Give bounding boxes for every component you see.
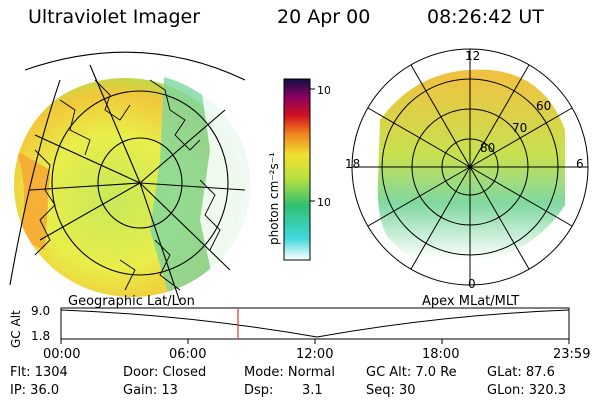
alt-ylabel: GC Alt [9,310,23,348]
alt-xtick-2359: 23:59 [553,347,590,362]
mlt-label-0: 0 [468,277,476,291]
lat-label-80: 80 [480,141,495,155]
seq-value: Seq: 30 [366,383,416,398]
altitude-plot-frame [60,307,570,340]
alt-ytick-low: 1.8 [31,329,50,343]
mlt-label-6: 6 [576,157,584,171]
apex-label: Apex MLat/MLT [422,294,520,309]
lat-label-70: 70 [512,121,527,135]
apex-polar-plot: 12 18 6 0 60 70 80 [345,48,589,291]
apex-grid [351,48,589,286]
observation-time: 08:26:42 UT [427,6,544,28]
page-title: Ultraviolet Imager [28,6,201,28]
colorbar-tick-100: 100 [317,196,330,209]
alt-ytick-high: 9.0 [31,304,50,318]
flt-value: Flt: 1304 [10,365,68,380]
ip-value: IP: 36.0 [10,383,60,398]
glon-value: GLon: 320.3 [487,383,567,398]
dsp-label: Dsp: [244,383,274,398]
color-scale-bar: 1000 100 photon cm⁻²s⁻¹ [267,78,330,261]
altitude-plot: 9.0 1.8 GC Alt 00:00 06:00 12:00 18:00 2… [9,304,590,362]
dsp-value: 3.1 [302,383,323,398]
geographic-image-panel [9,51,250,302]
alt-xtick-1800: 18:00 [422,347,459,362]
glat-value: GLat: 87.6 [487,365,555,380]
lat-label-60: 60 [536,99,551,113]
alt-xtick-1200: 12:00 [296,347,333,362]
mode-value: Mode: Normal [244,365,335,380]
observation-date: 20 Apr 00 [277,6,371,28]
colorbar-unit-label: photon cm⁻²s⁻¹ [267,152,281,245]
mlt-label-18: 18 [345,157,360,171]
mlt-label-12: 12 [465,49,480,63]
gc-alt-value: GC Alt: 7.0 Re [366,365,457,380]
door-value: Door: Closed [123,365,207,380]
geographic-grid [9,51,246,302]
colorbar-tick-1000: 1000 [317,84,330,97]
alt-xtick-0600: 06:00 [169,347,206,362]
alt-xtick-0000: 00:00 [43,347,80,362]
altitude-curve [60,309,570,338]
coastlines [34,79,221,291]
gain-value: Gain: 13 [123,383,178,398]
geographic-label: Geographic Lat/Lon [68,294,195,309]
